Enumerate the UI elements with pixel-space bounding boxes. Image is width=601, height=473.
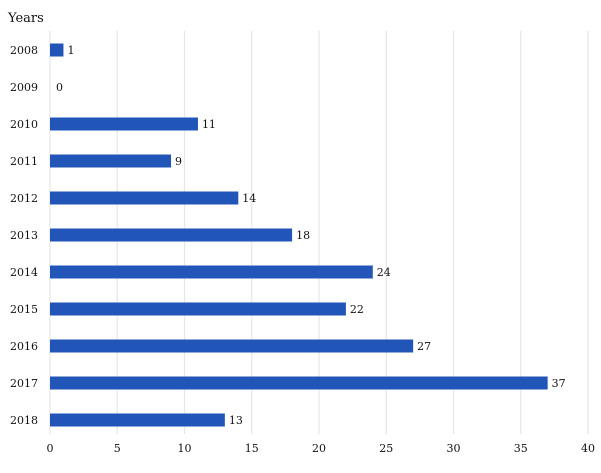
category-label: 2015 — [10, 303, 38, 316]
bar — [50, 191, 239, 205]
data-label: 0 — [56, 81, 63, 94]
category-label: 2017 — [10, 377, 38, 390]
y-axis-title: Years — [7, 11, 44, 26]
data-label: 9 — [175, 155, 182, 168]
x-tick-label: 25 — [379, 442, 393, 455]
category-label: 2014 — [10, 266, 38, 279]
x-tick-label: 15 — [245, 442, 259, 455]
data-label: 27 — [417, 340, 431, 353]
bar — [50, 265, 373, 279]
x-tick-label: 20 — [312, 442, 326, 455]
bar — [50, 154, 172, 168]
x-tick-label: 10 — [178, 442, 192, 455]
category-labels: 2008 2009 2010 2011 2012 2013 2014 2015 2016 2017… — [10, 44, 38, 427]
x-tick-labels: 0 5 10 15 20 25 30 35 40 — [47, 442, 596, 455]
x-tick-label: 30 — [447, 442, 461, 455]
data-label: 1 — [67, 44, 74, 57]
category-label: 2008 — [10, 44, 38, 57]
bars — [50, 43, 548, 427]
bar — [50, 228, 293, 242]
data-label: 14 — [242, 192, 256, 205]
data-label: 13 — [229, 414, 243, 427]
x-tick-label: 40 — [581, 442, 595, 455]
category-label: 2013 — [10, 229, 38, 242]
data-label: 24 — [377, 266, 391, 279]
x-tick-label: 35 — [514, 442, 528, 455]
bar — [50, 413, 225, 427]
bar — [50, 339, 414, 353]
data-label: 37 — [552, 377, 566, 390]
category-label: 2011 — [10, 155, 38, 168]
x-tick-label: 0 — [47, 442, 54, 455]
data-label: 11 — [202, 118, 216, 131]
gridlines — [49, 31, 589, 434]
category-label: 2009 — [10, 81, 38, 94]
data-label: 18 — [296, 229, 310, 242]
bar — [50, 376, 548, 390]
x-tick-label: 5 — [114, 442, 121, 455]
bar — [50, 43, 64, 57]
category-label: 2018 — [10, 414, 38, 427]
category-label: 2016 — [10, 340, 38, 353]
bar — [50, 302, 346, 316]
data-labels: 1 0 11 9 14 18 24 22 27 37 13 — [56, 44, 566, 427]
category-label: 2010 — [10, 118, 38, 131]
data-label: 22 — [350, 303, 364, 316]
bar — [50, 117, 198, 131]
category-label: 2012 — [10, 192, 38, 205]
